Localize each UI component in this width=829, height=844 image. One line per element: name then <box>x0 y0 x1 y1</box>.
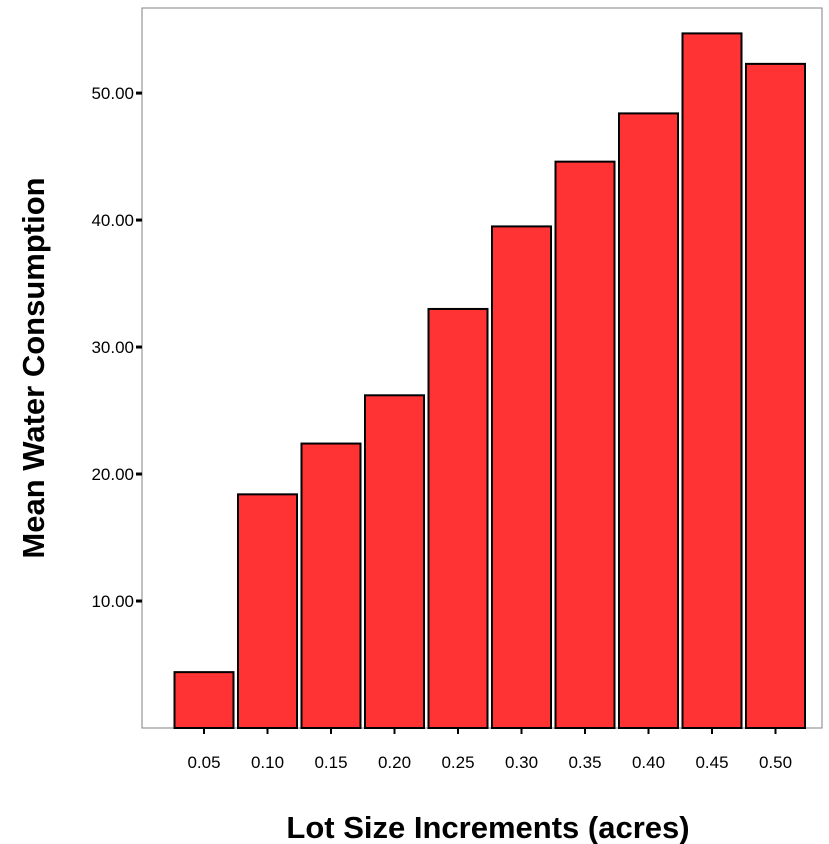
bar-0.50 <box>745 62 806 730</box>
x-tick-label-0.15: 0.15 <box>314 753 347 772</box>
x-tick-label-0.45: 0.45 <box>695 753 728 772</box>
x-tick-label-0.20: 0.20 <box>378 753 411 772</box>
bar-0.35 <box>554 160 616 729</box>
x-tick-label-0.10: 0.10 <box>251 753 284 772</box>
x-tick-label-0.30: 0.30 <box>505 753 538 772</box>
bar-0.30 <box>491 225 552 730</box>
y-tick-label-20: 20.00 <box>91 465 134 484</box>
bars-group <box>173 32 806 730</box>
x-tick-label-0.40: 0.40 <box>632 753 665 772</box>
y-tick-label-10: 10.00 <box>91 592 134 611</box>
bar-0.25 <box>427 307 489 729</box>
bar-0.40 <box>618 112 679 729</box>
y-axis-ticks: 10.00 20.00 30.00 40.00 50.00 <box>91 84 142 611</box>
x-axis-title: Lot Size Increments (acres) <box>286 810 689 844</box>
y-tick-label-30: 30.00 <box>91 338 134 357</box>
y-axis-title: Mean Water Consumption <box>16 177 51 558</box>
y-tick-label-50: 50.00 <box>91 84 134 103</box>
bar-0.20 <box>364 394 425 729</box>
bar-0.05 <box>173 671 235 730</box>
x-tick-label-0.25: 0.25 <box>441 753 474 772</box>
bar-0.10 <box>237 493 298 729</box>
x-tick-label-0.05: 0.05 <box>187 753 220 772</box>
bar-0.15 <box>300 442 362 729</box>
x-axis-ticks: 0.05 0.10 0.15 0.20 0.25 0.30 0.35 0.40 0.45 0.50 <box>187 728 792 772</box>
y-tick-label-40: 40.00 <box>91 211 134 230</box>
x-tick-label-0.50: 0.50 <box>759 753 792 772</box>
bar-0.45 <box>681 32 743 729</box>
x-tick-label-0.35: 0.35 <box>568 753 601 772</box>
